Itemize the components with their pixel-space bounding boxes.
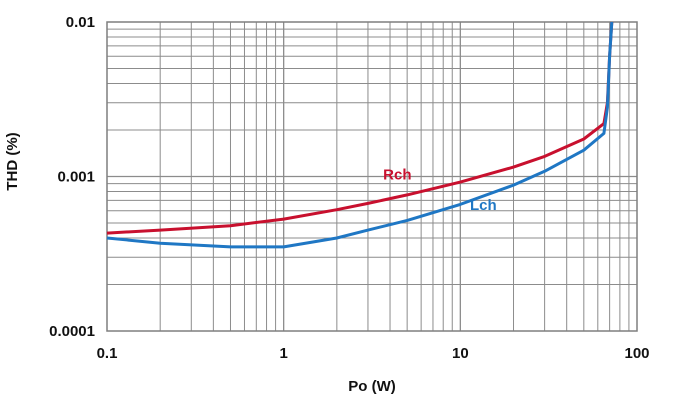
x-tick-label: 100 <box>624 345 649 362</box>
x-tick-label: 10 <box>452 345 469 362</box>
tick-labels: 0.1 1 10 100 0.0001 0.001 0.01 <box>49 14 649 362</box>
series-line-rch <box>106 21 614 235</box>
y-tick-label: 0.0001 <box>49 323 95 340</box>
x-axis-title: Po (W) <box>348 378 395 395</box>
series-label-lch: Lch <box>470 197 497 214</box>
series-label-rch: Rch <box>383 167 411 184</box>
series-layer <box>106 21 614 249</box>
y-axis-title: THD (%) <box>4 132 21 190</box>
plot-frame <box>106 21 638 332</box>
x-tick-label: 1 <box>279 345 287 362</box>
series-line-lch <box>106 21 614 249</box>
y-tick-label: 0.001 <box>57 169 95 186</box>
grid <box>107 22 637 331</box>
x-tick-label: 0.1 <box>97 345 118 362</box>
y-tick-label: 0.01 <box>66 14 95 31</box>
